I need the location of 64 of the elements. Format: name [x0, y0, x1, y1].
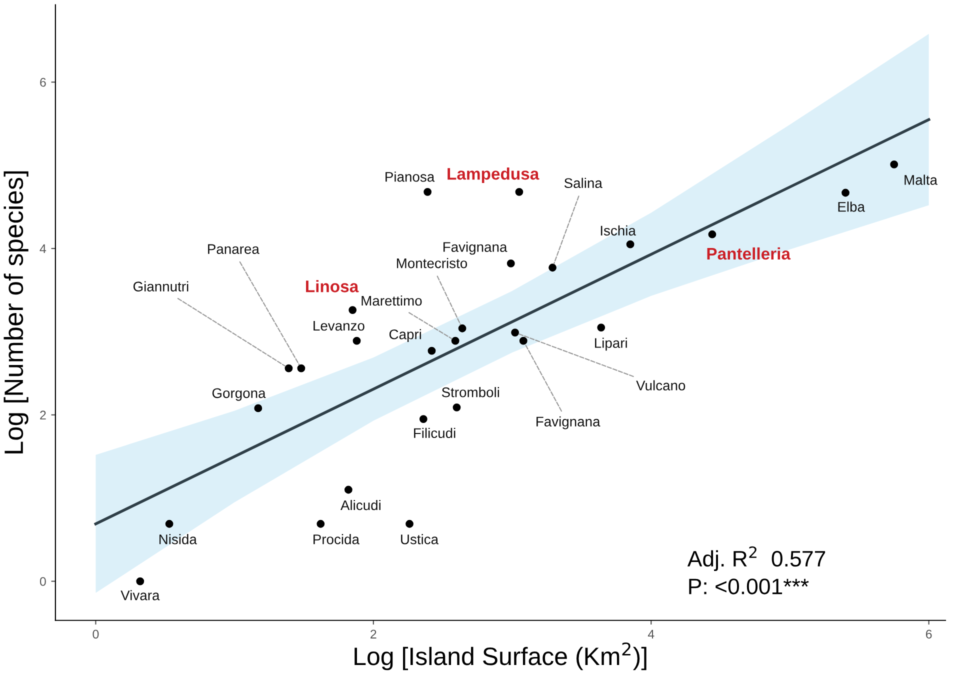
point	[626, 240, 634, 248]
annotation: Giannutri	[133, 281, 188, 292]
point	[424, 188, 432, 196]
point	[519, 336, 528, 345]
annotation: Pantelleria	[707, 247, 791, 260]
annotation: Malta	[904, 174, 938, 185]
y-axis-title: Log [Number of species]	[4, 171, 28, 454]
point	[890, 160, 898, 168]
annotation: Levanzo	[314, 320, 364, 331]
point	[352, 336, 361, 345]
point	[348, 306, 357, 314]
point	[254, 404, 262, 412]
annotation: Alicudi	[340, 500, 380, 510]
x-tick-label: 6	[926, 630, 932, 639]
x-axis-title: Log [Island Surface (Km$^{2}$)]	[354, 642, 646, 670]
annotation: Nisida	[159, 534, 197, 544]
annotation: Procida	[314, 534, 360, 544]
point	[506, 260, 515, 268]
annotation: Panarea	[208, 244, 260, 254]
annotation: Stromboli	[442, 387, 500, 398]
point	[548, 264, 556, 272]
annotation: Linosa	[306, 280, 359, 292]
point	[451, 336, 460, 345]
annotation: Capri	[389, 329, 422, 342]
annotation: Elba	[838, 202, 865, 212]
annotation: Filicudi	[414, 428, 456, 438]
point	[284, 364, 293, 372]
y-tick-label: 4	[40, 244, 46, 254]
annotation: Lampedusa	[448, 167, 540, 184]
y-tick-label: 2	[40, 410, 46, 420]
point	[316, 520, 325, 528]
annotation: Salina	[564, 178, 602, 188]
point	[165, 520, 174, 528]
annotation: Lipari	[595, 338, 627, 351]
annotation: Pianosa	[386, 172, 435, 182]
point	[842, 188, 850, 197]
point	[458, 324, 466, 332]
annotation: Adj. R$^{2}$ 0.577	[687, 546, 826, 572]
x-tick-label: 2	[370, 630, 376, 638]
annotation: Marettimo	[362, 295, 422, 306]
annotation: Ustica	[401, 534, 439, 544]
annotation: Montecristo	[396, 258, 468, 268]
point	[419, 415, 428, 423]
point	[297, 364, 306, 372]
annotation: Gorgona	[212, 388, 266, 401]
annotation: Favignana	[536, 416, 600, 430]
point	[708, 230, 716, 238]
point	[406, 520, 414, 528]
point	[428, 346, 436, 355]
point	[136, 577, 144, 586]
point	[511, 328, 519, 336]
annotation: Vulcano	[636, 380, 686, 390]
annotation: Vivara	[120, 590, 160, 600]
annotation: P: <0.001***	[689, 578, 809, 594]
y-tick-label: 0	[40, 577, 46, 586]
point	[344, 486, 352, 494]
point	[597, 324, 606, 332]
annotation: Favignana	[443, 242, 508, 255]
x-tick-label: 0	[92, 630, 99, 639]
point	[515, 188, 524, 196]
y-tick-label: 6	[40, 78, 46, 87]
annotation: Ischia	[600, 225, 636, 236]
x-tick-label: 4	[648, 630, 654, 638]
point	[452, 403, 461, 412]
